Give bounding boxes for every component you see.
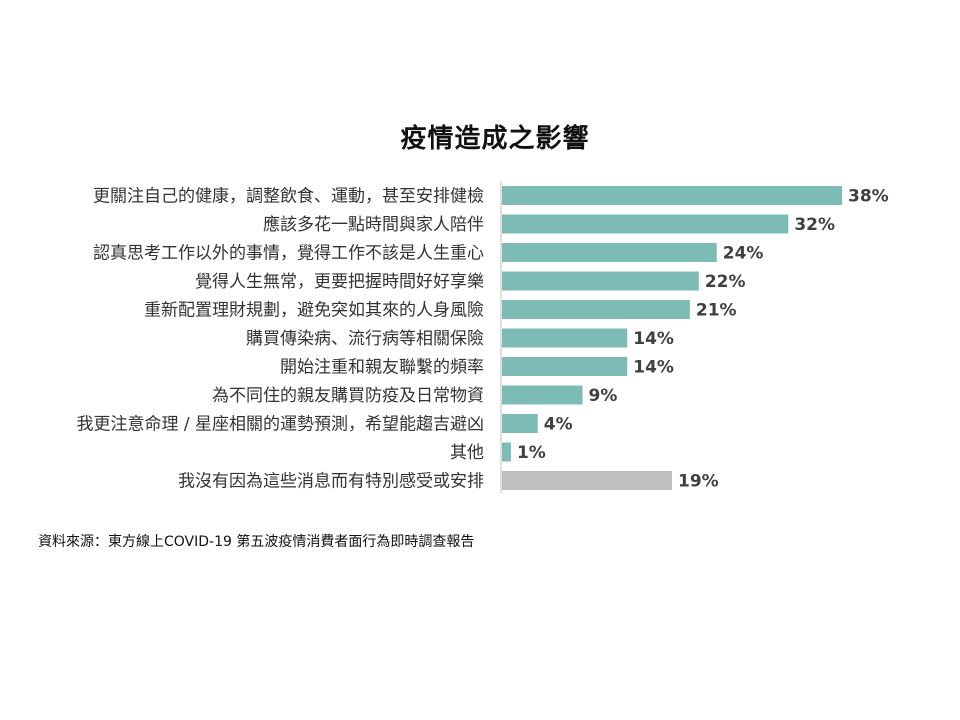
bar-3: [502, 243, 717, 262]
bar-11: [502, 471, 672, 490]
value-label-4: 22%: [705, 272, 746, 292]
value-label-2: 32%: [794, 215, 835, 235]
value-label-10: 1%: [517, 443, 546, 463]
value-label-5: 21%: [696, 301, 737, 321]
category-label-7: 開始注重和親友聯繫的頻率: [280, 358, 484, 378]
category-label-11: 我沒有因為這些消息而有特別感受或安排: [178, 472, 484, 492]
category-label-6: 購買傳染病、流行病等相關保險: [246, 329, 484, 349]
value-label-1: 38%: [848, 187, 889, 207]
value-label-11: 19%: [678, 472, 719, 492]
category-label-1: 更關注自己的健康，調整飲食、運動，甚至安排健檢: [93, 187, 484, 207]
value-label-8: 9%: [589, 386, 618, 406]
bars-group: 更關注自己的健康，調整飲食、運動，甚至安排健檢 38% 應該多花一點時間與家人陪伴 3…: [76, 186, 889, 492]
source-note: 資料來源：東方線上COVID-19 第五波疫情消費者面行為即時調查報告: [38, 534, 475, 550]
category-label-10: 其他: [450, 443, 484, 463]
chart-title: 疫情造成之影響: [400, 124, 590, 154]
bar-1: [502, 186, 842, 205]
bar-2: [502, 214, 789, 234]
category-label-2: 應該多花一點時間與家人陪伴: [263, 214, 484, 235]
category-label-8: 為不同住的親友購買防疫及日常物資: [212, 386, 484, 406]
value-label-9: 4%: [544, 415, 573, 435]
bar-9: [502, 414, 538, 433]
value-label-7: 14%: [633, 358, 674, 378]
bar-4: [502, 271, 699, 291]
category-label-4: 覺得人生無常，更要把握時間好好享樂: [195, 272, 484, 292]
bar-7: [502, 357, 628, 376]
bar-10: [502, 442, 511, 462]
category-label-5: 重新配置理財規劃，避免突如其來的人身風險: [144, 301, 484, 321]
value-label-6: 14%: [633, 329, 674, 349]
bar-6: [502, 328, 628, 348]
bar-8: [502, 385, 583, 405]
category-label-9: 我更注意命理 / 星座相關的運勢預測，希望能趨吉避凶: [76, 415, 484, 435]
value-label-3: 24%: [723, 244, 764, 264]
bar-5: [502, 300, 690, 319]
category-label-3: 認真思考工作以外的事情，覺得工作不該是人生重心: [93, 244, 484, 264]
